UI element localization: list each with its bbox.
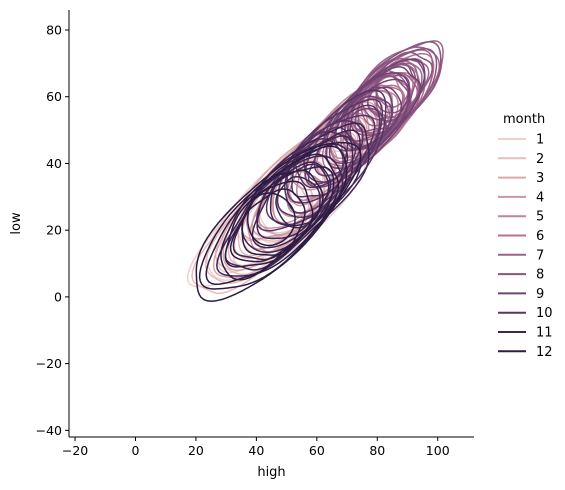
contour-line-month-12 <box>205 153 340 286</box>
contour-series-10 <box>255 89 387 232</box>
legend-label-9: 9 <box>536 287 544 302</box>
legend-title: month <box>503 112 545 127</box>
legend-label-12: 12 <box>536 345 553 360</box>
contour-line-month-12 <box>195 142 362 303</box>
legend-label-2: 2 <box>536 152 544 167</box>
x-axis-label: high <box>257 465 285 480</box>
y-tick-label: 40 <box>46 156 62 171</box>
legend-label-3: 3 <box>536 171 544 186</box>
contour-line-month-9 <box>313 72 411 177</box>
contour-line-month-12 <box>229 180 314 263</box>
y-tick-label: 60 <box>46 89 62 104</box>
x-tick-label: 80 <box>369 443 385 458</box>
contour-line-month-11 <box>216 122 370 277</box>
y-tick-label: −40 <box>36 423 62 438</box>
contour-line-month-12 <box>246 192 296 247</box>
contour-line-month-10 <box>255 89 387 232</box>
x-tick-label: 100 <box>426 443 450 458</box>
x-tick-label: −20 <box>62 443 88 458</box>
y-tick-label: −20 <box>36 356 62 371</box>
x-tick-label: 60 <box>309 443 325 458</box>
x-ticks: −20 0 20 40 60 80 100 <box>62 437 450 458</box>
x-tick-label: 0 <box>132 443 140 458</box>
y-tick-label: 0 <box>54 289 62 304</box>
legend-label-1: 1 <box>536 133 544 148</box>
contour-series-12 <box>195 142 362 303</box>
contour-line-month-10 <box>295 130 349 189</box>
x-tick-label: 40 <box>248 443 264 458</box>
legend-label-4: 4 <box>536 190 544 205</box>
contour-line-month-11 <box>224 129 362 271</box>
contour-line-month-10 <box>303 138 344 183</box>
y-ticks: −40 −20 0 20 40 60 80 <box>36 23 69 438</box>
legend-label-5: 5 <box>536 210 544 225</box>
legend-label-7: 7 <box>536 248 544 263</box>
y-tick-label: 80 <box>46 23 62 38</box>
y-axis-label: low <box>9 212 24 235</box>
contour-line-month-12 <box>220 166 335 281</box>
y-tick-label: 20 <box>46 223 62 238</box>
contour-line-month-11 <box>251 155 344 249</box>
x-tick-label: 20 <box>188 443 204 458</box>
legend-label-6: 6 <box>536 229 544 244</box>
contour-line-month-10 <box>286 120 364 204</box>
legend-label-11: 11 <box>536 326 553 341</box>
contour-line-month-7 <box>350 49 434 135</box>
legend-label-8: 8 <box>536 268 544 283</box>
contour-layer <box>186 40 444 303</box>
contour-line-month-12 <box>224 169 324 268</box>
legend-label-10: 10 <box>536 306 553 321</box>
contour-line-month-10 <box>265 98 384 226</box>
